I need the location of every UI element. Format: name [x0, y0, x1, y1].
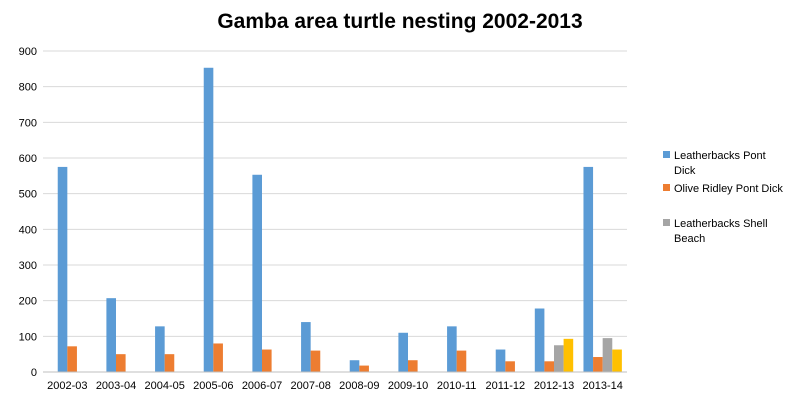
bar — [563, 338, 574, 372]
x-tick-label: 2002-03 — [47, 380, 87, 392]
bar — [67, 346, 77, 372]
legend-label: Olive Ridley Pont Dick — [674, 183, 783, 195]
bar — [213, 343, 223, 372]
gridlines — [43, 50, 627, 337]
bar — [398, 332, 408, 372]
bar — [544, 361, 554, 372]
x-tick-label: 2007-08 — [290, 380, 330, 392]
x-tick-label: 2004-05 — [144, 380, 184, 392]
y-tick-label: 800 — [19, 82, 37, 94]
x-tick-label: 2006-07 — [242, 380, 282, 392]
x-tick-label: 2011-12 — [486, 380, 526, 392]
bar — [583, 166, 594, 372]
bar — [203, 67, 214, 372]
bar — [301, 322, 311, 372]
y-tick-label: 400 — [19, 224, 37, 236]
x-axis-ticks: 2002-03 2003-04 2004-05 2005-06 2006-07 2007-… — [47, 380, 623, 392]
bar — [359, 365, 369, 372]
x-tick-label: 2003-04 — [96, 380, 136, 392]
legend: Leatherbacks Pont Dick Olive Ridley Pont D… — [663, 150, 783, 245]
bars — [57, 67, 622, 372]
bar — [57, 166, 68, 372]
legend-label-line: Leatherbacks Pont — [674, 150, 766, 162]
bar — [106, 298, 116, 372]
bar — [310, 350, 321, 372]
y-tick-label: 0 — [31, 367, 37, 379]
bar — [447, 326, 457, 372]
y-tick-label: 200 — [19, 296, 37, 308]
legend-label-line: Dick — [674, 165, 696, 177]
x-tick-label: 2010-11 — [437, 380, 477, 392]
bar — [495, 349, 506, 372]
x-tick-label: 2008-09 — [339, 380, 379, 392]
bar — [116, 354, 126, 372]
y-tick-label: 600 — [19, 153, 37, 165]
y-tick-label: 900 — [19, 46, 37, 58]
legend-label-line: Beach — [674, 233, 705, 245]
legend-label-line: Leatherbacks Shell — [674, 218, 768, 230]
bar — [456, 350, 467, 372]
bar — [155, 326, 165, 372]
y-tick-label: 300 — [19, 260, 37, 272]
legend-swatch — [663, 219, 670, 226]
bar — [534, 308, 545, 372]
bar — [349, 360, 360, 372]
y-tick-label: 100 — [19, 331, 37, 343]
bar — [612, 349, 622, 372]
legend-label-line: Olive Ridley Pont Dick — [674, 183, 783, 195]
bar — [408, 360, 418, 372]
bar — [164, 354, 175, 372]
bar — [554, 345, 564, 372]
y-axis-ticks: 0 100 200 300 400 500 600 700 800 900 — [19, 46, 37, 379]
bar — [252, 174, 262, 372]
bar — [602, 338, 613, 372]
x-tick-label: 2012-13 — [534, 380, 574, 392]
bar — [262, 349, 272, 372]
y-tick-label: 500 — [19, 189, 37, 201]
x-tick-label: 2013-14 — [582, 380, 622, 392]
x-tick-label: 2009-10 — [388, 380, 428, 392]
x-tick-label: 2005-06 — [193, 380, 233, 392]
y-tick-label: 700 — [19, 117, 37, 129]
legend-swatch — [663, 184, 670, 191]
legend-label: Leatherbacks Pont Dick — [674, 150, 766, 177]
bar — [505, 361, 515, 372]
legend-label: Leatherbacks Shell Beach — [674, 218, 768, 245]
legend-swatch — [663, 151, 670, 158]
bar — [593, 357, 603, 372]
chart-title: Gamba area turtle nesting 2002-2013 — [217, 10, 582, 33]
